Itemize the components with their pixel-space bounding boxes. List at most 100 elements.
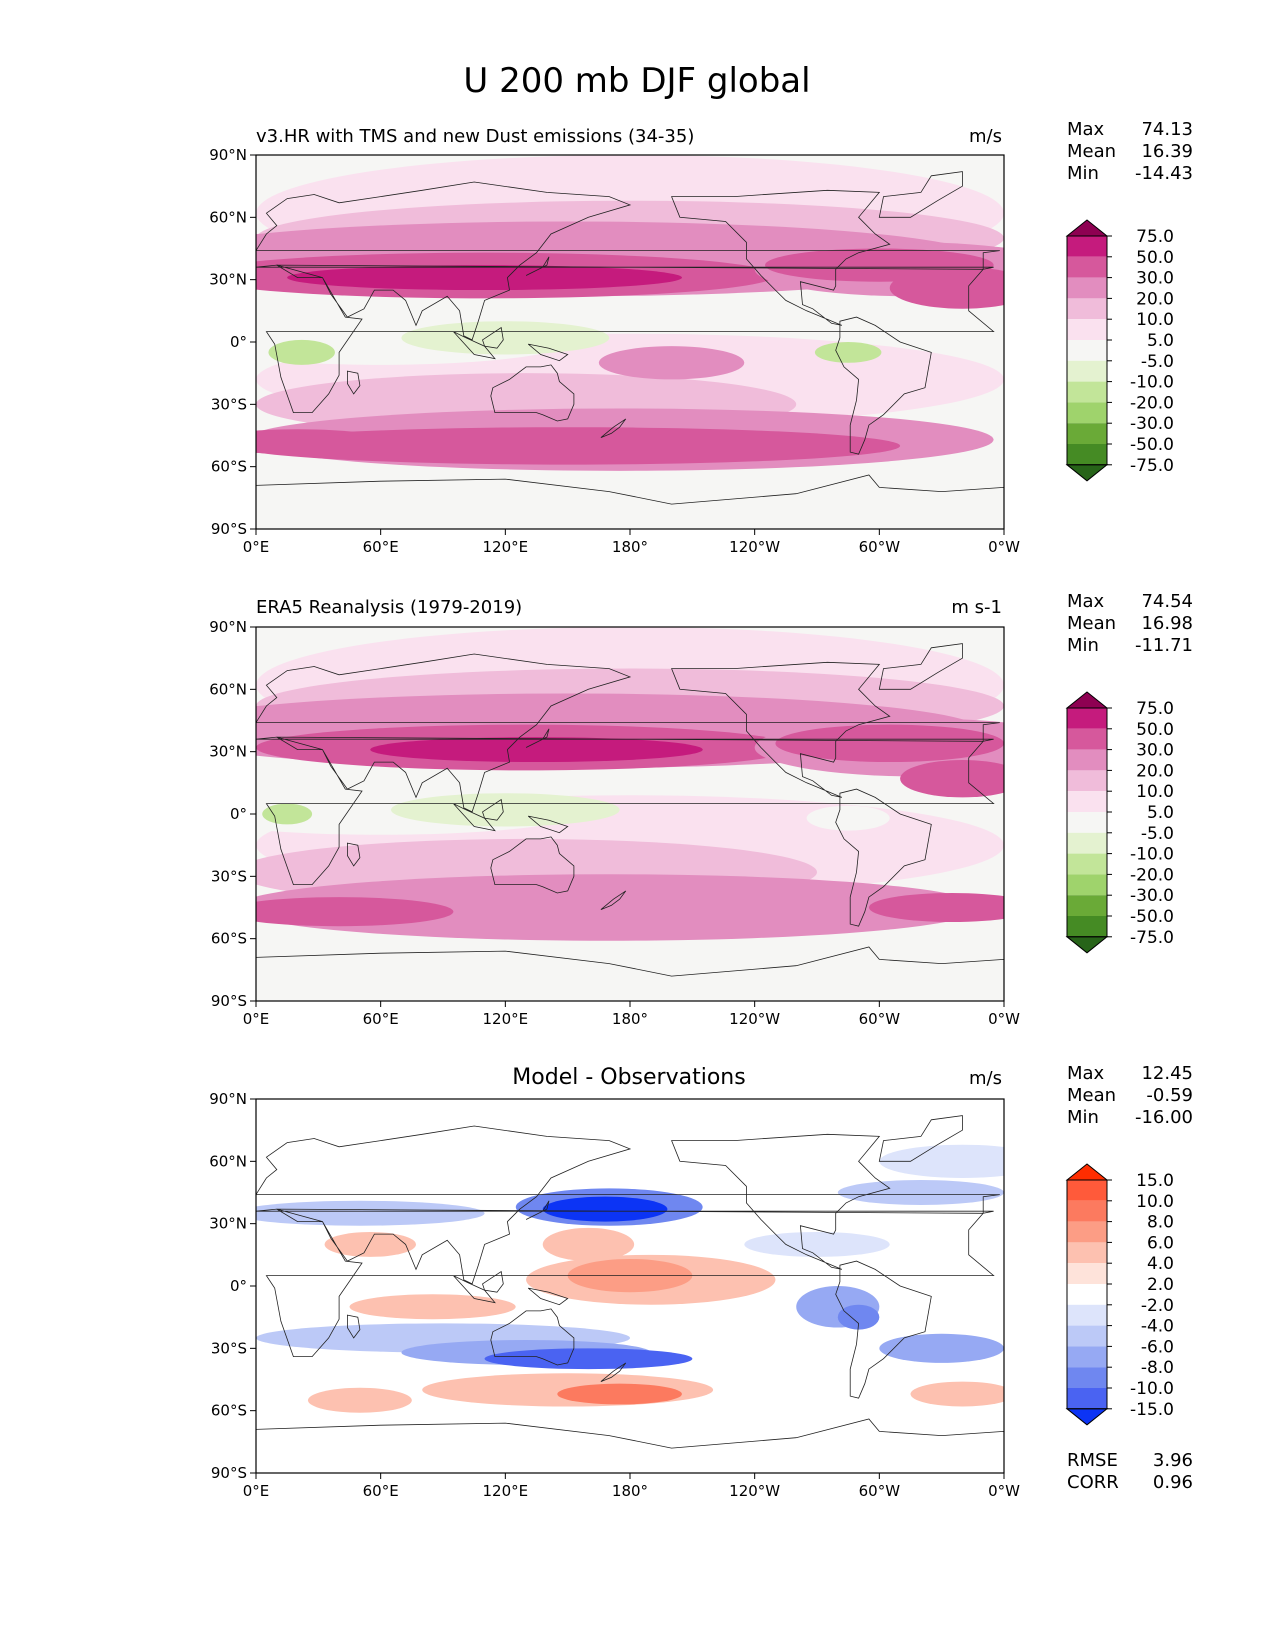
colorbar-bin xyxy=(1067,832,1107,854)
colorbar-tick-label: 75.0 xyxy=(1136,699,1174,719)
colorbar-tick-label: -30.0 xyxy=(1130,886,1174,906)
y-tick-label: 90°S xyxy=(211,1464,247,1482)
stat-label: Max xyxy=(1067,1063,1105,1084)
y-tick-label: 60°N xyxy=(209,1152,247,1170)
field-contour xyxy=(256,1200,485,1226)
x-tick-label: 120°W xyxy=(729,1010,780,1028)
data-field xyxy=(256,155,1004,471)
x-tick-label: 0°E xyxy=(243,1010,270,1028)
coastline xyxy=(256,1115,1004,1473)
colorbar-extend-top xyxy=(1065,691,1109,709)
colorbar-extend-bottom xyxy=(1065,1408,1109,1426)
colorbar-bin xyxy=(1067,895,1107,916)
x-tick-label: 60°E xyxy=(363,538,399,556)
x-tick-label: 60°W xyxy=(859,1482,901,1500)
units-label: m/s xyxy=(969,126,1002,147)
stat-value: 16.39 xyxy=(1141,141,1193,162)
colorbar-tick-label: 50.0 xyxy=(1136,720,1174,740)
stat-value: 16.98 xyxy=(1141,613,1193,634)
colorbar-bin xyxy=(1067,1242,1107,1264)
y-tick-label: 30°N xyxy=(209,743,247,761)
field-contour xyxy=(598,346,745,380)
y-tick-label: 90°N xyxy=(209,146,247,164)
y-tick-label: 90°N xyxy=(209,1090,247,1108)
stat-label: Max xyxy=(1067,119,1105,140)
stat-label: Mean xyxy=(1067,1085,1116,1106)
field-contour xyxy=(484,1348,693,1370)
y-tick-label: 30°N xyxy=(209,271,247,289)
panel-title: Model - Observations xyxy=(512,1065,745,1090)
x-tick-label: 120°W xyxy=(729,538,780,556)
field-contour xyxy=(837,1304,880,1330)
field-contour xyxy=(262,803,313,825)
colorbar-extend-bottom xyxy=(1065,464,1109,482)
y-tick-label: 60°S xyxy=(211,458,247,476)
colorbar-tick-label: -75.0 xyxy=(1130,456,1174,476)
y-tick-label: 30°S xyxy=(211,395,247,413)
y-tick-label: 90°N xyxy=(209,618,247,636)
x-tick-label: 0°E xyxy=(243,1482,270,1500)
stat-label: Min xyxy=(1067,1107,1099,1128)
colorbar-bin xyxy=(1067,1284,1107,1305)
field-contour xyxy=(324,1231,416,1257)
colorbar-bin xyxy=(1067,1304,1107,1326)
stat-value: 74.13 xyxy=(1141,119,1193,140)
colorbar-bin xyxy=(1067,298,1107,320)
colorbar-tick-label: 2.0 xyxy=(1147,1275,1174,1295)
colorbar-bin xyxy=(1067,277,1107,299)
colorbar-bin xyxy=(1067,812,1107,833)
field-contour xyxy=(837,1180,1004,1205)
x-tick-label: 60°E xyxy=(363,1010,399,1028)
colorbar-frame xyxy=(1066,1179,1108,1410)
colorbar: 75.050.030.020.010.05.0-5.0-10.0-20.0-30… xyxy=(1065,219,1174,482)
colorbar-bin xyxy=(1067,360,1107,382)
x-tick-label: 60°W xyxy=(859,538,901,556)
colorbar-extend-top xyxy=(1065,1163,1109,1181)
colorbar-tick-label: -5.0 xyxy=(1141,352,1174,372)
colorbar-tick-label: 5.0 xyxy=(1147,803,1174,823)
stat-label: CORR xyxy=(1067,1472,1119,1493)
field-contour xyxy=(900,759,1004,798)
units-label: m s-1 xyxy=(951,597,1002,618)
colorbar-bin xyxy=(1067,1325,1107,1347)
field-contour xyxy=(744,1231,890,1257)
field-contour xyxy=(557,1383,682,1405)
field-contour xyxy=(391,793,620,827)
y-tick-label: 60°N xyxy=(209,208,247,226)
y-tick-label: 0° xyxy=(230,805,247,823)
colorbar-bin xyxy=(1067,770,1107,792)
stat-value: -16.00 xyxy=(1135,1107,1193,1128)
colorbar-bin xyxy=(1067,319,1107,340)
coastline xyxy=(256,643,1004,1001)
y-tick-label: 30°S xyxy=(211,1339,247,1357)
stat-label: RMSE xyxy=(1067,1450,1118,1471)
x-tick-label: 120°E xyxy=(483,538,529,556)
y-tick-label: 30°S xyxy=(211,867,247,885)
colorbar-tick-label: -10.0 xyxy=(1130,1379,1174,1399)
field-contour xyxy=(268,339,335,365)
stat-label: Min xyxy=(1067,635,1099,656)
colorbar-extend-bottom xyxy=(1065,936,1109,954)
colorbar-bin xyxy=(1067,853,1107,875)
colorbar-frame xyxy=(1066,235,1108,466)
y-tick-label: 60°N xyxy=(209,680,247,698)
colorbar-tick-label: -8.0 xyxy=(1141,1358,1174,1378)
x-tick-label: 0°W xyxy=(988,1482,1020,1500)
colorbar-tick-label: 10.0 xyxy=(1136,310,1174,330)
stat-value: -14.43 xyxy=(1135,163,1193,184)
colorbar-tick-label: 6.0 xyxy=(1147,1233,1174,1253)
colorbar-bin xyxy=(1067,874,1107,896)
field-contour xyxy=(775,724,1004,763)
colorbar-tick-label: -15.0 xyxy=(1130,1400,1174,1420)
colorbar-bin xyxy=(1067,1200,1107,1222)
y-tick-label: 0° xyxy=(230,1277,247,1295)
field-contour xyxy=(868,892,1004,923)
stat-label: Min xyxy=(1067,163,1099,184)
field-contour xyxy=(256,897,454,927)
colorbar-bin xyxy=(1067,749,1107,771)
field-contour xyxy=(297,431,547,453)
y-tick-label: 30°N xyxy=(209,1215,247,1233)
colorbar-tick-label: -50.0 xyxy=(1130,907,1174,927)
x-tick-label: 0°W xyxy=(988,1010,1020,1028)
